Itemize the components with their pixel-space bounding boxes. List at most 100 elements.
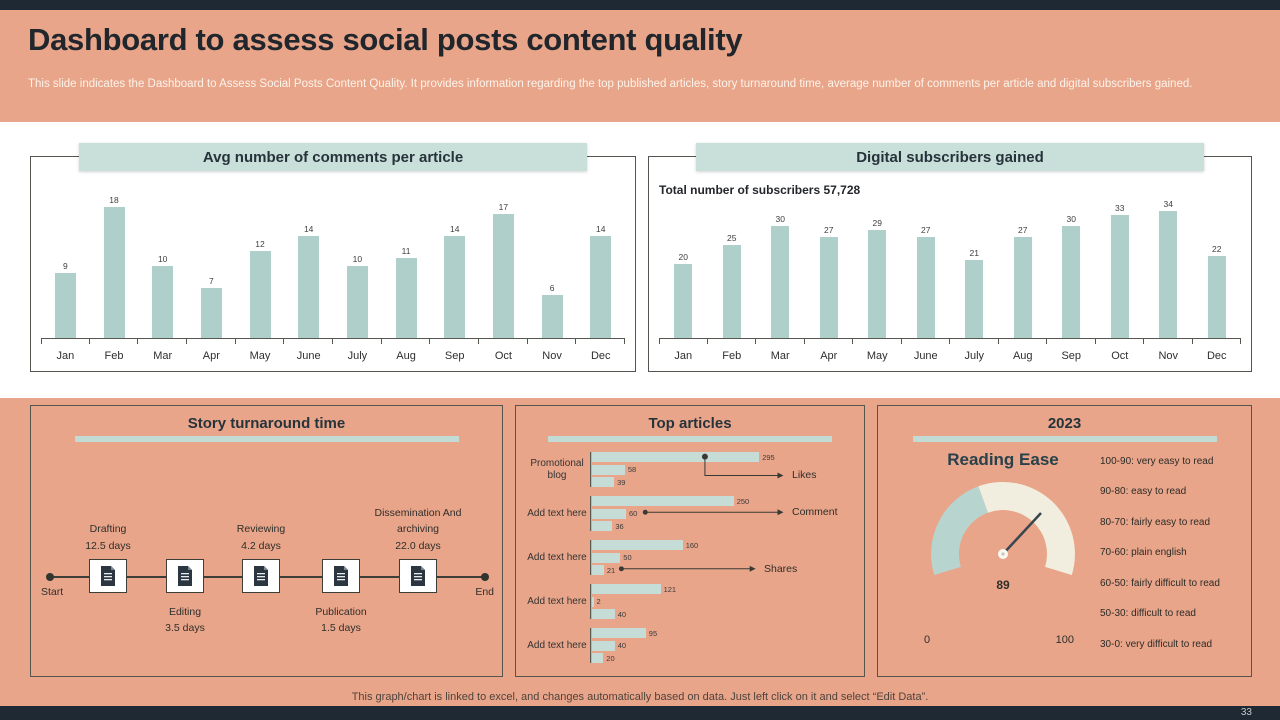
bar[interactable] <box>54 273 76 339</box>
bar[interactable] <box>674 263 693 339</box>
legend-item: 80-70: fairly easy to read <box>1100 516 1211 528</box>
bar[interactable] <box>541 295 563 339</box>
article-category-label: Add text here <box>527 595 587 607</box>
axis-month-label: May <box>236 339 285 365</box>
bar[interactable] <box>592 584 661 594</box>
bar[interactable] <box>492 214 514 339</box>
timeline-end-dot <box>481 573 489 581</box>
legend-item: 70-60: plain english <box>1100 547 1187 559</box>
bar[interactable] <box>249 251 271 339</box>
bar[interactable] <box>592 609 615 619</box>
bar[interactable] <box>868 229 887 339</box>
reading-ease-panel[interactable]: 2023 Reading Ease 89 0 100 100-90: very … <box>877 405 1252 677</box>
bar-value-label: 12 <box>255 239 265 249</box>
document-glyph <box>411 566 425 586</box>
bar[interactable] <box>592 565 604 575</box>
step-duration: 12.5 days <box>85 539 131 552</box>
step-name: Dissemination And archiving <box>374 507 462 536</box>
slide-subtitle: This slide indicates the Dashboard to As… <box>28 78 1193 90</box>
bar[interactable] <box>1207 256 1226 339</box>
document-glyph <box>334 566 348 586</box>
reading-ease-gauge[interactable] <box>908 476 1098 626</box>
story-turnaround-panel: Story turnaround time Start End Drafting… <box>30 405 503 677</box>
bar[interactable] <box>395 258 417 339</box>
x-axis <box>659 338 1241 339</box>
bar-value-label: 34 <box>1163 199 1173 209</box>
bar[interactable] <box>200 287 222 339</box>
article-bar-group: Add text here 95 40 20 <box>526 628 854 663</box>
bar[interactable] <box>346 265 368 339</box>
bar-value-label: 58 <box>627 465 637 474</box>
bar-value-label: 7 <box>208 275 214 286</box>
axis-month-label: Jan <box>659 339 708 365</box>
article-bars: 160 50 21 <box>590 540 854 575</box>
bar[interactable] <box>592 496 734 506</box>
bar[interactable] <box>592 628 646 638</box>
gauge-value: 89 <box>996 578 1010 592</box>
document-icon <box>89 559 127 593</box>
axis-month-label: Apr <box>805 339 854 365</box>
bar[interactable] <box>1013 237 1032 339</box>
bar-row: 295 <box>592 452 854 462</box>
bar[interactable] <box>965 259 984 339</box>
bar-row: 39 <box>592 477 854 487</box>
bar[interactable] <box>103 207 125 339</box>
bar[interactable] <box>444 236 466 339</box>
bar-value-label: 18 <box>109 195 119 205</box>
bar[interactable] <box>590 236 612 339</box>
bar-value-label: 21 <box>606 565 616 575</box>
axis-month-label: Mar <box>138 339 187 365</box>
bar[interactable] <box>298 236 320 339</box>
comments-chart-panel[interactable]: 9 18 10 7 12 14 10 11 14 17 6 14 Jan Feb Mar Apr May Jun… <box>30 156 636 372</box>
bar-column: 22 <box>1193 244 1242 339</box>
bar[interactable] <box>1062 226 1081 339</box>
title-underline <box>912 436 1217 442</box>
page-number: 33 <box>1240 707 1252 718</box>
bar[interactable] <box>1159 211 1178 339</box>
step-name: Drafting <box>89 523 127 536</box>
axis-month-label: Nov <box>528 339 577 365</box>
bar[interactable] <box>592 464 625 475</box>
bar[interactable] <box>592 508 626 519</box>
document-glyph <box>178 566 192 586</box>
subscribers-chart-panel[interactable]: Total number of subscribers 57,728 20 25 3… <box>648 156 1252 372</box>
bar-column: 14 <box>284 224 333 339</box>
bar-row: 50 <box>592 552 854 563</box>
bar-value-label: 20 <box>606 653 615 663</box>
bar-value-label: 14 <box>449 224 460 235</box>
bar[interactable] <box>592 452 760 462</box>
article-category-label: Add text here <box>527 507 587 519</box>
bar-value-label: 10 <box>352 253 363 264</box>
top-articles-panel[interactable]: Top articles Promotional blog 295 58 39 Add … <box>515 405 865 677</box>
bar[interactable] <box>1110 214 1129 339</box>
bar[interactable] <box>592 552 621 563</box>
bar[interactable] <box>722 244 741 339</box>
bar-column: 18 <box>90 195 139 339</box>
gauge-needle <box>1002 512 1042 555</box>
bar[interactable] <box>771 226 790 339</box>
bar[interactable] <box>592 596 594 607</box>
bar[interactable] <box>592 521 613 531</box>
bar-row: 40 <box>592 609 854 619</box>
bar[interactable] <box>592 640 615 651</box>
axis-month-label: Feb <box>90 339 139 365</box>
bar[interactable] <box>819 237 838 339</box>
bar[interactable] <box>592 540 683 550</box>
bar-row: 58 <box>592 464 854 475</box>
subscribers-total-note: Total number of subscribers 57,728 <box>659 183 860 197</box>
bar[interactable] <box>152 265 174 339</box>
bar[interactable] <box>592 477 615 487</box>
article-bar-group: Add text here 250 60 36 <box>526 496 854 531</box>
bar-column: 11 <box>382 246 431 339</box>
bar-value-label: 27 <box>1018 225 1028 236</box>
article-category-label: Add text here <box>527 639 587 651</box>
axis-month-label: Sep <box>1047 339 1096 365</box>
bar-value-label: 29 <box>872 217 882 228</box>
gauge-scale: 0 100 <box>924 634 1074 646</box>
comments-chart-title: Avg number of comments per article <box>79 143 587 171</box>
bar-row: 36 <box>592 521 854 531</box>
bar[interactable] <box>916 237 935 339</box>
document-icon <box>166 559 204 593</box>
bar-value-label: 60 <box>629 509 638 518</box>
bar[interactable] <box>592 653 604 663</box>
